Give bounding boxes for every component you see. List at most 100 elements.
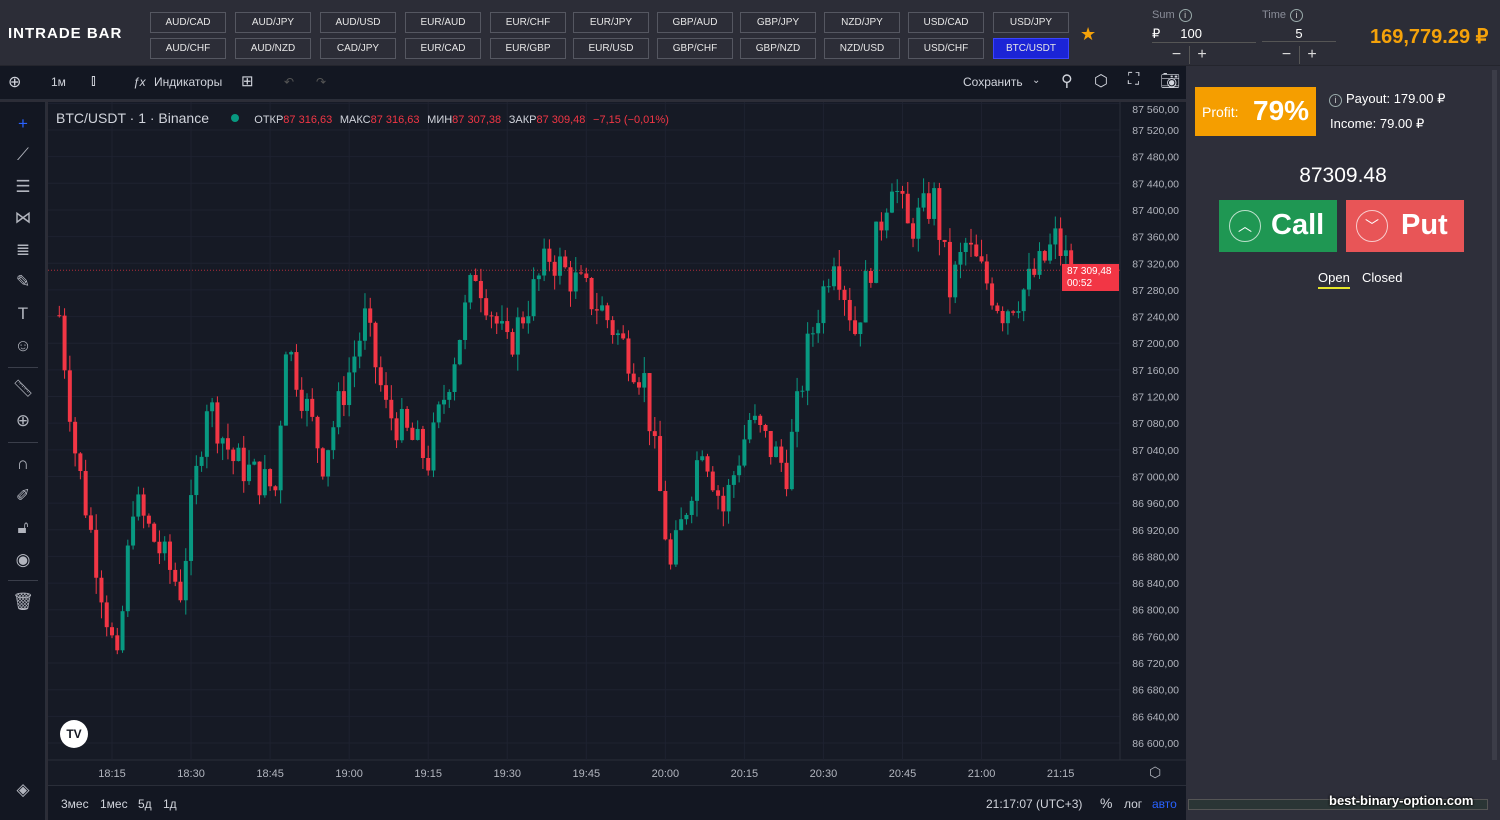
candle-body xyxy=(162,541,167,554)
pair-button-aud-usd[interactable]: AUD/USD xyxy=(320,12,396,33)
info-icon[interactable]: i xyxy=(1290,9,1304,22)
save-button[interactable]: Сохранить xyxy=(963,75,1023,89)
candle-body xyxy=(647,373,652,432)
redo-icon[interactable]: ↷ xyxy=(316,75,327,89)
time-tick-label: 18:15 xyxy=(98,768,126,780)
tab-open[interactable]: Open xyxy=(1318,270,1350,289)
tab-closed[interactable]: Closed xyxy=(1362,270,1403,285)
sum-input[interactable]: ₽100 xyxy=(1152,26,1256,43)
candle-body xyxy=(447,392,452,400)
lock-drawing-icon[interactable]: ✐ xyxy=(15,486,31,505)
chevron-down-icon[interactable]: ⌄ xyxy=(1032,75,1041,86)
pair-button-cad-jpy[interactable]: CAD/JPY xyxy=(320,38,396,59)
scrollbar[interactable] xyxy=(1492,70,1497,760)
pair-button-gbp-jpy[interactable]: GBP/JPY xyxy=(740,12,816,33)
pair-button-nzd-usd[interactable]: NZD/USD xyxy=(824,38,900,59)
sum-minus-button[interactable]: − xyxy=(1171,46,1182,63)
range-1m[interactable]: 1мес xyxy=(100,797,128,811)
camera-icon[interactable]: 📷︎ xyxy=(1160,73,1181,90)
pair-button-aud-chf[interactable]: AUD/CHF xyxy=(150,38,226,59)
log-toggle[interactable]: лог xyxy=(1124,797,1143,811)
interval-button[interactable]: 1м xyxy=(51,75,66,89)
pair-button-aud-jpy[interactable]: AUD/JPY xyxy=(235,12,311,33)
time-input[interactable]: 5 xyxy=(1262,26,1336,42)
time-minus-button[interactable]: − xyxy=(1281,46,1292,63)
pair-button-nzd-jpy[interactable]: NZD/JPY xyxy=(824,12,900,33)
candle-body xyxy=(610,320,615,336)
candle-body xyxy=(953,264,958,298)
trend-line-icon[interactable]: ⟋ xyxy=(17,145,29,164)
candle-body xyxy=(210,402,215,412)
pair-button-eur-gbp[interactable]: EUR/GBP xyxy=(490,38,566,59)
candle-body xyxy=(78,453,83,472)
indicators-button[interactable]: Индикаторы xyxy=(154,75,223,89)
layers-icon[interactable]: ◈ xyxy=(16,780,30,799)
pair-button-usd-chf[interactable]: USD/CHF xyxy=(908,38,984,59)
horizontal-lines-icon[interactable]: ☰ xyxy=(15,177,31,196)
pair-button-aud-cad[interactable]: AUD/CAD xyxy=(150,12,226,33)
pair-button-eur-aud[interactable]: EUR/AUD xyxy=(405,12,481,33)
add-symbol-icon[interactable]: ⊕ xyxy=(8,74,22,91)
indicators-icon[interactable]: ƒx xyxy=(133,75,146,89)
favorite-star-icon[interactable]: ★ xyxy=(1080,24,1097,44)
open-value: 87 316,63 xyxy=(283,114,333,126)
settings-icon[interactable]: ⬡ xyxy=(1094,73,1108,90)
range-5d[interactable]: 5д xyxy=(138,797,152,811)
brush-icon[interactable]: ✎ xyxy=(15,272,31,291)
unlock-icon[interactable]: 🔓︎ xyxy=(17,518,29,537)
alert-icon[interactable]: ⚲ xyxy=(1061,73,1073,90)
candle-body xyxy=(57,315,62,317)
ruler-icon[interactable]: 📏︎ xyxy=(12,379,34,398)
candle-body xyxy=(805,333,810,391)
candle-body xyxy=(215,402,220,444)
magnet-icon[interactable]: ∩ xyxy=(16,454,30,473)
candle-body xyxy=(568,267,573,292)
tradingview-logo[interactable]: TV xyxy=(60,720,88,748)
price-chart[interactable]: 87 560,00 87 520,00 87 480,00 87 440,00 87 4… xyxy=(48,102,1186,785)
candle-body xyxy=(579,272,584,274)
fullscreen-icon[interactable]: ⛶ xyxy=(1128,71,1140,88)
pair-button-eur-usd[interactable]: EUR/USD xyxy=(573,38,649,59)
trash-icon[interactable]: 🗑︎ xyxy=(12,592,34,611)
zoom-in-icon[interactable]: ⊕ xyxy=(15,411,31,430)
layout-grid-icon[interactable]: ⊞ xyxy=(241,73,254,90)
eye-icon[interactable]: ◉ xyxy=(15,550,31,569)
pair-button-aud-nzd[interactable]: AUD/NZD xyxy=(235,38,311,59)
undo-icon[interactable]: ↶ xyxy=(284,75,295,89)
axis-settings-icon[interactable]: ⬡ xyxy=(1149,764,1162,780)
pair-button-btc-usdt[interactable]: BTC/USDT xyxy=(993,38,1069,59)
range-3m[interactable]: 3мес xyxy=(61,797,89,811)
crosshair-icon[interactable]: + xyxy=(18,114,28,133)
candles-icon[interactable]: ⫾ xyxy=(91,72,96,89)
range-1d[interactable]: 1д xyxy=(163,797,177,811)
candle-body xyxy=(1053,228,1058,245)
pair-button-usd-jpy[interactable]: USD/JPY xyxy=(993,12,1069,33)
percent-toggle[interactable]: % xyxy=(1100,795,1113,811)
info-icon[interactable]: i xyxy=(1329,94,1342,107)
pair-button-usd-cad[interactable]: USD/CAD xyxy=(908,12,984,33)
candlestick-chart[interactable]: 87 560,00 87 520,00 87 480,00 87 440,00 87 4… xyxy=(48,102,1186,785)
candle-body xyxy=(621,333,626,339)
pair-button-eur-cad[interactable]: EUR/CAD xyxy=(405,38,481,59)
candle-body xyxy=(225,438,230,450)
price-tick-label: 87 560,00 xyxy=(1132,104,1179,116)
pair-button-gbp-nzd[interactable]: GBP/NZD xyxy=(740,38,816,59)
pattern-icon[interactable]: ⋈ xyxy=(14,208,32,227)
text-icon[interactable]: T xyxy=(17,304,29,323)
time-plus-button[interactable]: + xyxy=(1299,46,1324,64)
candle-body xyxy=(969,242,974,245)
auto-toggle[interactable]: авто xyxy=(1152,797,1177,811)
pair-button-gbp-chf[interactable]: GBP/CHF xyxy=(657,38,733,59)
pair-button-gbp-aud[interactable]: GBP/AUD xyxy=(657,12,733,33)
put-button[interactable]: ﹀ Put xyxy=(1346,200,1464,252)
candle-body xyxy=(405,408,410,428)
call-button[interactable]: ︿ Call xyxy=(1219,200,1337,252)
candle-body xyxy=(173,569,178,582)
fib-icon[interactable]: ≣ xyxy=(15,240,31,259)
sum-plus-button[interactable]: + xyxy=(1189,46,1214,64)
emoji-icon[interactable]: ☺ xyxy=(14,336,32,355)
pair-button-eur-chf[interactable]: EUR/CHF xyxy=(490,12,566,33)
pair-button-eur-jpy[interactable]: EUR/JPY xyxy=(573,12,649,33)
info-icon[interactable]: i xyxy=(1178,9,1192,22)
candle-body xyxy=(979,256,984,262)
